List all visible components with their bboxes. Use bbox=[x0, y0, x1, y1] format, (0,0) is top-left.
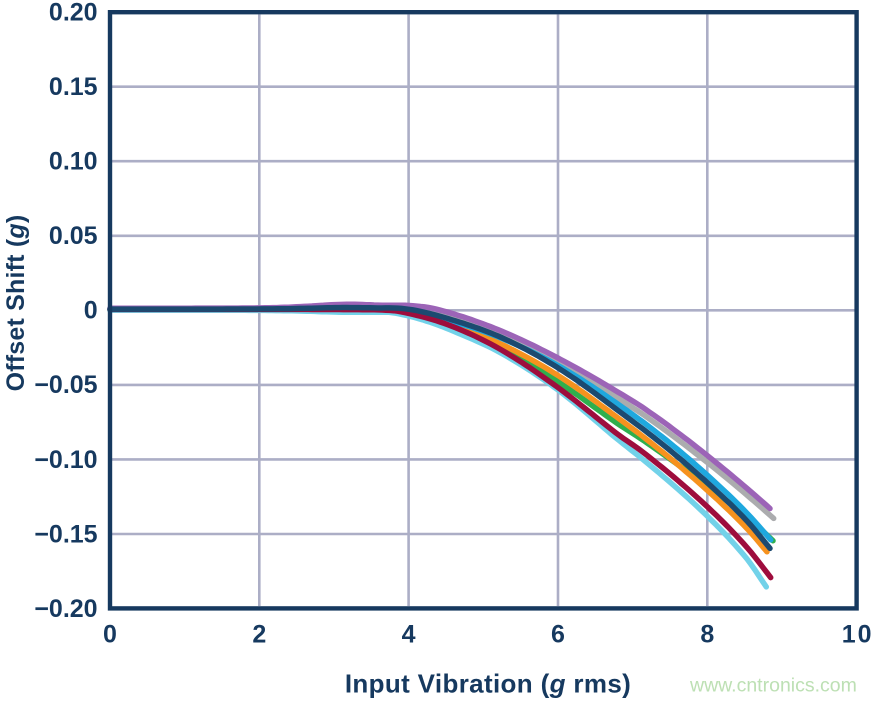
svg-text:2: 2 bbox=[252, 621, 268, 649]
svg-text:4: 4 bbox=[402, 621, 418, 649]
svg-text:−0.10: −0.10 bbox=[34, 446, 97, 474]
svg-text:6: 6 bbox=[551, 621, 567, 649]
svg-text:−0.15: −0.15 bbox=[34, 520, 97, 548]
svg-text:0.05: 0.05 bbox=[49, 222, 98, 250]
svg-text:0.15: 0.15 bbox=[49, 73, 98, 101]
svg-text:0: 0 bbox=[103, 621, 119, 649]
svg-text:10: 10 bbox=[842, 621, 874, 649]
svg-text:0.10: 0.10 bbox=[49, 148, 98, 176]
svg-text:Input Vibration (g rms): Input Vibration (g rms) bbox=[345, 669, 631, 699]
svg-text:0: 0 bbox=[84, 297, 98, 325]
svg-text:0.20: 0.20 bbox=[49, 0, 98, 27]
svg-text:8: 8 bbox=[700, 621, 716, 649]
svg-text:−0.20: −0.20 bbox=[34, 595, 97, 623]
svg-text:Offset Shift (g): Offset Shift (g) bbox=[2, 215, 30, 392]
svg-text:−0.05: −0.05 bbox=[34, 371, 97, 399]
svg-text:www.cntronics.com: www.cntronics.com bbox=[689, 675, 857, 697]
